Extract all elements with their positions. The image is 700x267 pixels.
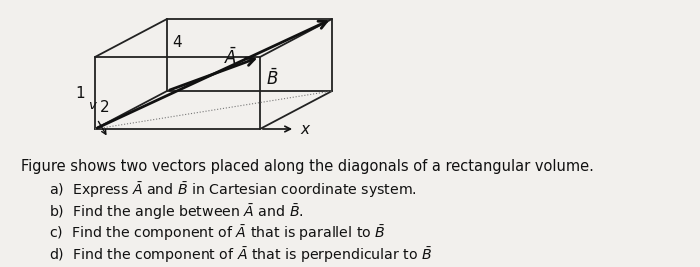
Text: $\bar{A}$: $\bar{A}$: [223, 48, 237, 68]
Text: $\bar{B}$: $\bar{B}$: [266, 69, 279, 89]
Text: b)  Find the angle between $\bar{A}$ and $\bar{B}$.: b) Find the angle between $\bar{A}$ and …: [49, 202, 304, 222]
Text: a)  Express $\bar{A}$ and $\bar{B}$ in Cartesian coordinate system.: a) Express $\bar{A}$ and $\bar{B}$ in Ca…: [49, 180, 417, 200]
Text: 1: 1: [76, 85, 85, 100]
Text: c)  Find the component of $\bar{A}$ that is parallel to $\bar{B}$: c) Find the component of $\bar{A}$ that …: [49, 223, 386, 243]
Text: d)  Find the component of $\bar{A}$ that is perpendicular to $\bar{B}$: d) Find the component of $\bar{A}$ that …: [49, 245, 432, 265]
Text: 2: 2: [99, 100, 109, 115]
Text: 4: 4: [173, 35, 182, 50]
Text: $x$: $x$: [300, 121, 312, 136]
Text: $v$: $v$: [88, 99, 98, 112]
Text: Figure shows two vectors placed along the diagonals of a rectangular volume.: Figure shows two vectors placed along th…: [21, 159, 594, 174]
